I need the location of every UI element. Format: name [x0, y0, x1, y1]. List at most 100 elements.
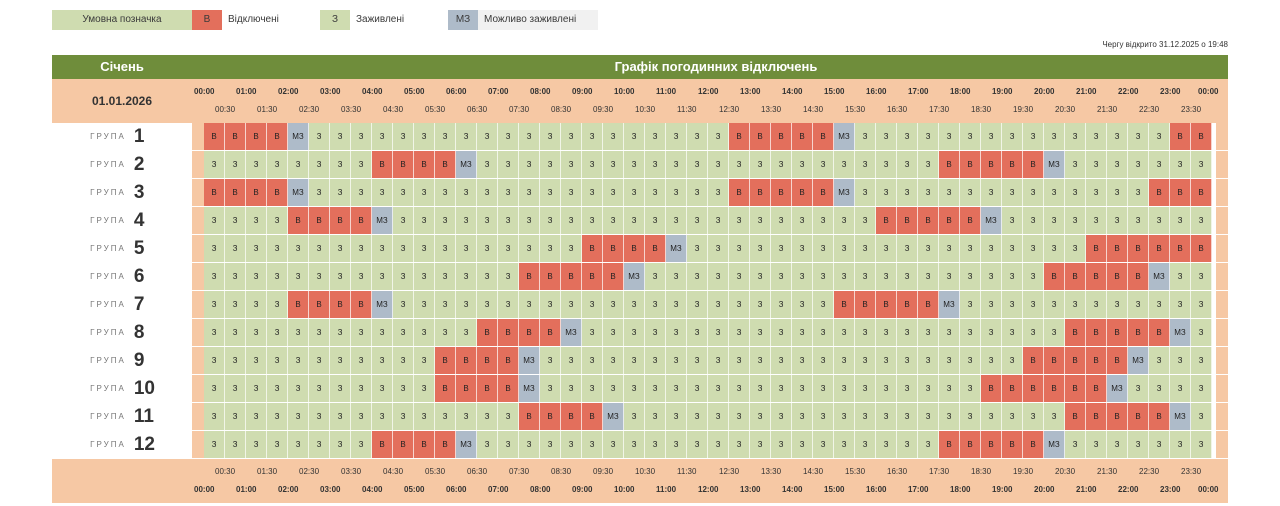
slot-cell: З	[393, 403, 414, 430]
slot-cell: В	[1065, 403, 1086, 430]
slot-cell: З	[225, 403, 246, 430]
slot-cell: З	[876, 403, 897, 430]
slot-cell: З	[1170, 431, 1191, 458]
slot-cell: З	[561, 123, 582, 150]
half-hour-label: 06:30	[467, 467, 488, 476]
slot-cell: В	[960, 207, 981, 234]
slot-cell: З	[1002, 207, 1023, 234]
slot-cell: З	[1128, 375, 1149, 402]
slot-cell: В	[1149, 403, 1170, 430]
slot-cell: З	[771, 375, 792, 402]
slot-cell: З	[330, 319, 351, 346]
slot-cell: З	[456, 123, 477, 150]
slot-cell: З	[708, 123, 729, 150]
slot-cell: З	[855, 207, 876, 234]
slot-cell: З	[1149, 291, 1170, 318]
slot-cell: З	[561, 347, 582, 374]
slot-cell: З	[813, 431, 834, 458]
slot-cell: МЗ	[288, 179, 309, 206]
slot-cell: В	[1002, 375, 1023, 402]
slot-cell: З	[792, 431, 813, 458]
slot-cell: В	[246, 179, 267, 206]
slot-cell: МЗ	[981, 207, 1002, 234]
slot-cell: З	[351, 403, 372, 430]
slot-cell: З	[561, 235, 582, 262]
slot-cell: З	[855, 319, 876, 346]
slot-cell: З	[918, 375, 939, 402]
slot-cell: В	[1107, 403, 1128, 430]
slot-cell: З	[960, 235, 981, 262]
slot-cell: В	[1044, 347, 1065, 374]
group-number: 7	[133, 293, 145, 315]
slot-cell: З	[540, 375, 561, 402]
slot-cell: З	[918, 319, 939, 346]
slot-cell: В	[1044, 263, 1065, 290]
slot-cell: З	[981, 319, 1002, 346]
slot-cell: В	[204, 179, 225, 206]
slot-cell: З	[309, 151, 330, 178]
slot-cell: З	[792, 319, 813, 346]
slot-cell: З	[603, 207, 624, 234]
slot-cell: В	[1023, 375, 1044, 402]
slot-cell: З	[624, 291, 645, 318]
slot-cell: З	[729, 291, 750, 318]
half-hour-label: 04:30	[383, 105, 404, 114]
slot-cell: З	[960, 319, 981, 346]
group-number: 9	[133, 349, 145, 371]
slot-cell: В	[561, 263, 582, 290]
slot-cell: В	[918, 207, 939, 234]
slot-cell: З	[540, 291, 561, 318]
hour-label: 00:00	[1198, 485, 1219, 494]
slot-cell: З	[288, 263, 309, 290]
half-hour-label: 22:30	[1139, 467, 1160, 476]
slot-cells: В В В В МЗ З З З З З З З З З З З З З З З З З З З З В В В В В МЗ З З З З З З З…	[204, 123, 1212, 150]
slot-cell: З	[855, 123, 876, 150]
slot-cell: В	[288, 207, 309, 234]
slot-cell: З	[666, 403, 687, 430]
slot-cell: З	[939, 123, 960, 150]
row-edge	[1216, 375, 1228, 402]
slot-cell: З	[372, 179, 393, 206]
slot-cell: МЗ	[1149, 263, 1170, 290]
slot-cell: З	[1128, 179, 1149, 206]
group-word: ГРУПА	[90, 272, 126, 281]
slot-cell: В	[435, 151, 456, 178]
slot-cell: В	[897, 291, 918, 318]
slot-cell: В	[582, 235, 603, 262]
slot-cell: З	[645, 403, 666, 430]
slot-cell: З	[540, 151, 561, 178]
slot-cell: З	[1107, 291, 1128, 318]
slot-cell: З	[372, 235, 393, 262]
slot-cell: З	[519, 179, 540, 206]
slot-cell: З	[561, 151, 582, 178]
slot-cell: В	[981, 431, 1002, 458]
slot-cell: З	[288, 151, 309, 178]
slot-cell: З	[729, 235, 750, 262]
slot-cell: З	[1191, 319, 1212, 346]
slot-cell: В	[519, 319, 540, 346]
slot-cell: З	[960, 179, 981, 206]
slot-cell: МЗ	[1170, 403, 1191, 430]
slot-cell: В	[1065, 263, 1086, 290]
slot-cell: З	[813, 291, 834, 318]
slot-cell: З	[1023, 123, 1044, 150]
half-hour-label: 10:30	[635, 105, 656, 114]
slot-cell: В	[918, 291, 939, 318]
group-row: ГРУПА 7 З З З З В В В В МЗ З З З З З З З З З З З З З З З З З З З З З В В В…	[52, 291, 1228, 319]
slot-cell: З	[708, 431, 729, 458]
group-row: ГРУПА 8 З З З З З З З З З З З З З В В В В МЗ З З З З З З З З З З З З З З З…	[52, 319, 1228, 347]
slot-cell: З	[267, 235, 288, 262]
slot-cell: З	[1191, 403, 1212, 430]
hour-label: 14:00	[782, 485, 803, 494]
slot-cell: В	[1149, 179, 1170, 206]
slot-cell: В	[1149, 235, 1170, 262]
slot-cell: В	[435, 431, 456, 458]
slot-cell: З	[1044, 403, 1065, 430]
slot-cell: З	[939, 403, 960, 430]
slot-cell: З	[687, 151, 708, 178]
slot-cell: З	[1065, 151, 1086, 178]
slot-cell: В	[939, 151, 960, 178]
slot-cell: З	[435, 123, 456, 150]
slot-cell: З	[897, 151, 918, 178]
slot-cell: МЗ	[666, 235, 687, 262]
